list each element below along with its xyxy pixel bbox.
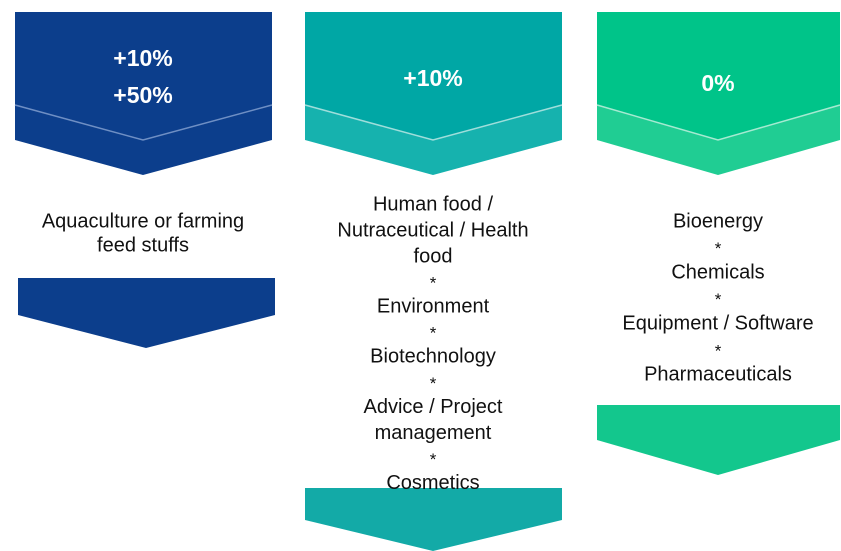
item-text: Cosmetics: [386, 472, 479, 494]
item-text: Advice / Project: [364, 396, 503, 418]
chevron-divider: [596, 104, 841, 141]
item-text: Bioenergy: [673, 210, 763, 232]
header-label: +10%: [403, 65, 462, 91]
item-text: Equipment / Software: [622, 313, 813, 335]
separator: *: [430, 374, 437, 393]
footer-chevron: [18, 278, 275, 348]
footer-chevron: [305, 488, 562, 551]
item-text: Environment: [377, 295, 490, 317]
separator: *: [715, 341, 722, 360]
item-text: food: [414, 245, 453, 267]
separator: *: [715, 290, 722, 309]
item-text: Nutraceutical / Health: [337, 219, 528, 241]
chevron-divider: [304, 104, 563, 141]
footer-chevron: [597, 405, 840, 475]
header-chevron-top: [305, 12, 562, 140]
item-text: Pharmaceuticals: [644, 364, 792, 386]
item-text: Aquaculture or farming: [42, 210, 244, 232]
chevron-divider: [14, 104, 273, 141]
header-chevron: [15, 12, 272, 175]
item-text: management: [375, 422, 492, 444]
header-label: +50%: [113, 82, 172, 108]
separator: *: [715, 239, 722, 258]
item-text: feed stuffs: [97, 234, 189, 256]
item-text: Human food /: [373, 193, 494, 215]
item-text: Chemicals: [671, 261, 764, 283]
header-label: +10%: [113, 45, 172, 71]
separator: *: [430, 273, 437, 292]
separator: *: [430, 324, 437, 343]
item-text: Biotechnology: [370, 346, 496, 368]
separator: *: [430, 450, 437, 469]
header-label: 0%: [701, 70, 734, 96]
header-chevron-top: [597, 12, 840, 140]
